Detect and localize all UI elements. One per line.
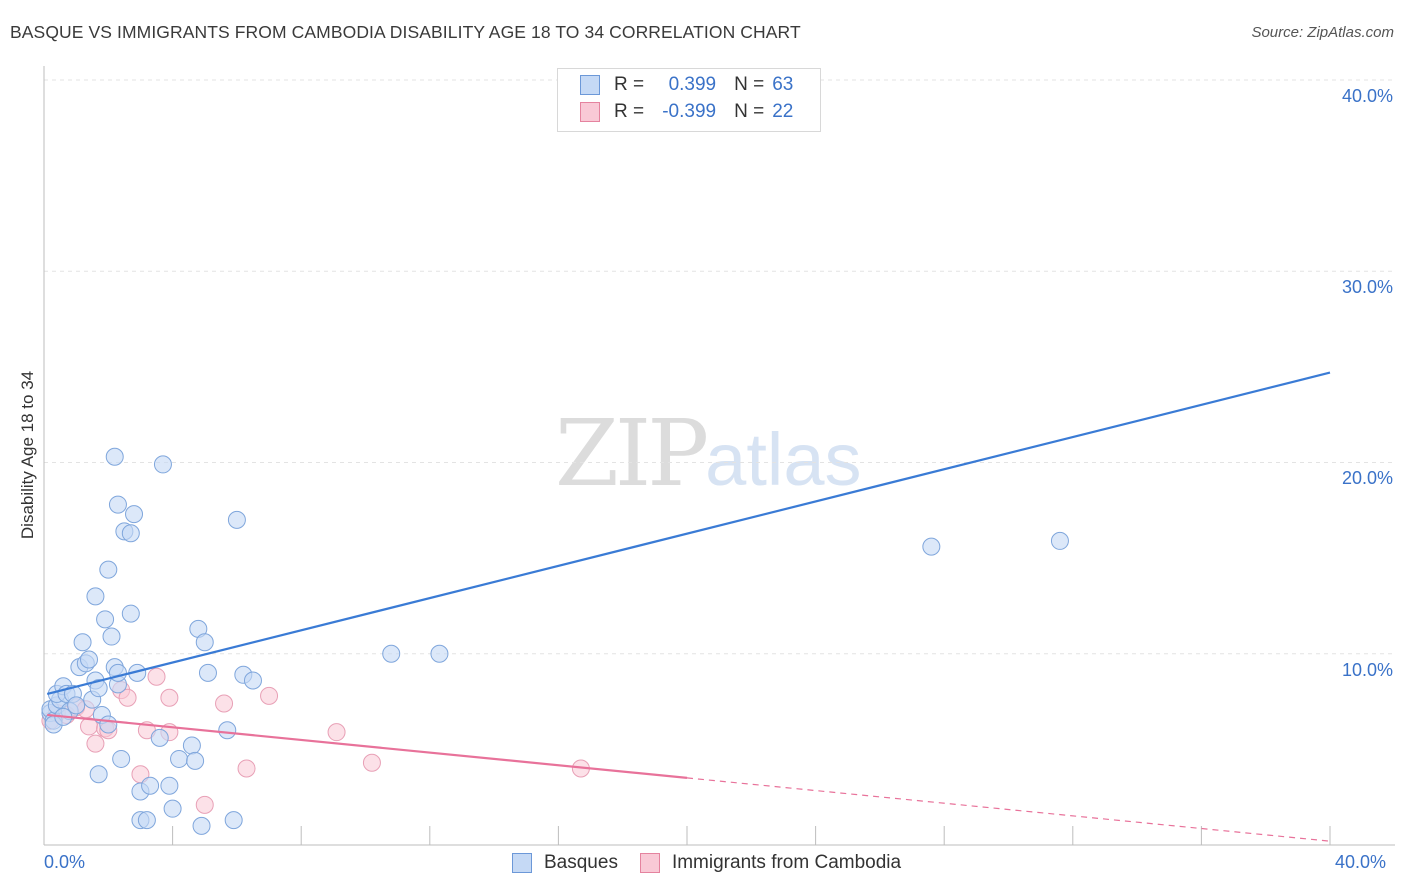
x-tick-label-max: 40.0% [1335,852,1387,872]
basques-point [108,663,127,682]
basques-point [99,715,118,734]
basques-point [153,455,172,474]
basques-point [99,560,118,579]
y-tick-label-40: 40.0% [1341,86,1393,106]
basques-point [195,633,214,652]
basques-point [121,604,140,623]
y-tick-label-30: 30.0% [1341,277,1393,297]
basques-point [121,524,140,543]
zipatlas-watermark: ZIPatlas [555,400,861,507]
cambodia-n-value: 22 [772,101,794,122]
y-axis-label: Disability Age 18 to 34 [18,370,37,540]
cambodia-point [86,734,105,753]
basques-point [89,765,108,784]
basques-point [224,811,243,830]
basques-legend-swatch [512,853,532,873]
basques-trend-line [46,371,1331,695]
cambodia-point [160,688,179,707]
basques-point [102,627,121,646]
legend-item-basques[interactable]: Basques [512,852,618,874]
basques-n-value: 63 [772,74,794,95]
y-tick-label-20: 20.0% [1341,468,1393,488]
r-label: R = [614,74,645,95]
basques-point [89,679,108,698]
basques-point [105,447,124,466]
basques-point [1050,531,1069,550]
basques-point [125,505,144,524]
r-label: R = [614,101,645,122]
cambodia-point [215,694,234,713]
basques-point [67,696,86,715]
cambodia-r-value: -0.399 [662,101,717,122]
legend-row-basques: R = 0.399 N = 63 [580,73,802,97]
basques-point [150,728,169,747]
legend-row-cambodia: R = -0.399 N = 22 [580,100,802,124]
cambodia-point [118,688,137,707]
basques-point [73,633,92,652]
cambodia-point [362,753,381,772]
basques-point [198,663,217,682]
n-label: N = [734,101,765,122]
cambodia-point [147,667,166,686]
cambodia-point [237,759,256,778]
series-legend: Basques Immigrants from Cambodia [512,852,923,874]
basques-point [96,610,115,629]
cambodia-point [195,795,214,814]
basques-point [218,721,237,740]
source-credit: Source: ZipAtlas.com [1251,24,1394,41]
basques-point [227,510,246,529]
cambodia-swatch [580,102,600,122]
basques-point [922,537,941,556]
chart-title: BASQUE VS IMMIGRANTS FROM CAMBODIA DISAB… [10,22,801,42]
n-label: N = [734,74,765,95]
basques-point [163,799,182,818]
watermark-zip: ZIP [555,400,709,507]
y-tick-label-10: 10.0% [1341,660,1393,680]
basques-point [430,644,449,663]
cambodia-legend-label: Immigrants from Cambodia [671,852,902,873]
correlation-legend: R = 0.399 N = 63 R = -0.399 N = 22 [557,68,821,132]
cambodia-point [260,686,279,705]
basques-legend-label: Basques [544,852,618,873]
cambodia-trend-line [47,713,688,779]
basques-point [182,736,201,755]
x-tick-label-min: 0.0% [44,852,86,872]
basques-point [186,751,205,770]
basques-point [243,671,262,690]
basques-point [141,776,160,795]
basques-point [192,816,211,835]
watermark-atlas: atlas [705,418,862,501]
cambodia-legend-swatch [639,853,660,873]
basques-point [137,811,156,830]
basques-swatch [580,75,600,95]
basques-point [80,650,99,669]
basques-point [170,749,189,768]
basques-point [112,749,131,768]
cambodia-point [327,723,346,742]
cambodia-trend-line-extrapolated [686,777,1331,842]
basques-point [160,776,179,795]
basques-r-value: 0.399 [668,74,717,95]
basques-point [382,644,401,663]
basques-point [108,495,127,514]
basques-point [86,587,105,606]
legend-item-cambodia[interactable]: Immigrants from Cambodia [639,852,902,874]
